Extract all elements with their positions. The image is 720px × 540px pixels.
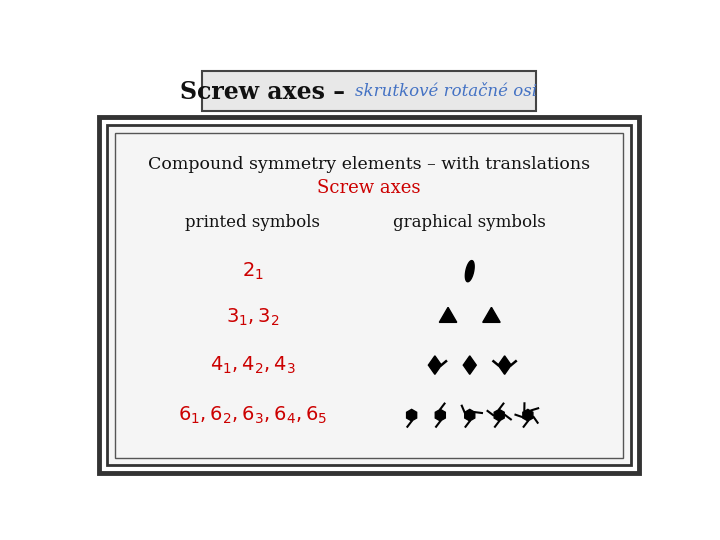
Text: $4_1, 4_2, 4_3$: $4_1, 4_2, 4_3$ bbox=[210, 354, 296, 376]
Text: printed symbols: printed symbols bbox=[185, 214, 320, 231]
Polygon shape bbox=[464, 409, 474, 421]
Polygon shape bbox=[465, 261, 474, 282]
Text: Screw axes –: Screw axes – bbox=[180, 80, 354, 104]
Text: $2_1$: $2_1$ bbox=[242, 260, 264, 282]
Polygon shape bbox=[463, 356, 476, 374]
Text: Compound symmetry elements – with translations: Compound symmetry elements – with transl… bbox=[148, 157, 590, 173]
Text: $6_1, 6_2, 6_3, 6_4, 6_5$: $6_1, 6_2, 6_3, 6_4, 6_5$ bbox=[178, 404, 328, 426]
Bar bbox=[202, 71, 536, 111]
Text: Screw axes: Screw axes bbox=[318, 179, 420, 197]
Text: skrutkové rotačné osi: skrutkové rotačné osi bbox=[355, 83, 537, 100]
Bar bbox=[114, 132, 624, 457]
Bar bbox=[107, 125, 631, 465]
Polygon shape bbox=[523, 409, 533, 421]
Polygon shape bbox=[436, 409, 446, 421]
Polygon shape bbox=[494, 409, 504, 421]
Polygon shape bbox=[498, 356, 511, 374]
Polygon shape bbox=[439, 307, 456, 322]
Polygon shape bbox=[407, 409, 417, 421]
Text: $3_1, 3_2$: $3_1, 3_2$ bbox=[226, 307, 279, 328]
Polygon shape bbox=[428, 356, 441, 374]
Bar bbox=[99, 117, 639, 473]
Polygon shape bbox=[482, 307, 500, 322]
Text: graphical symbols: graphical symbols bbox=[393, 214, 546, 231]
